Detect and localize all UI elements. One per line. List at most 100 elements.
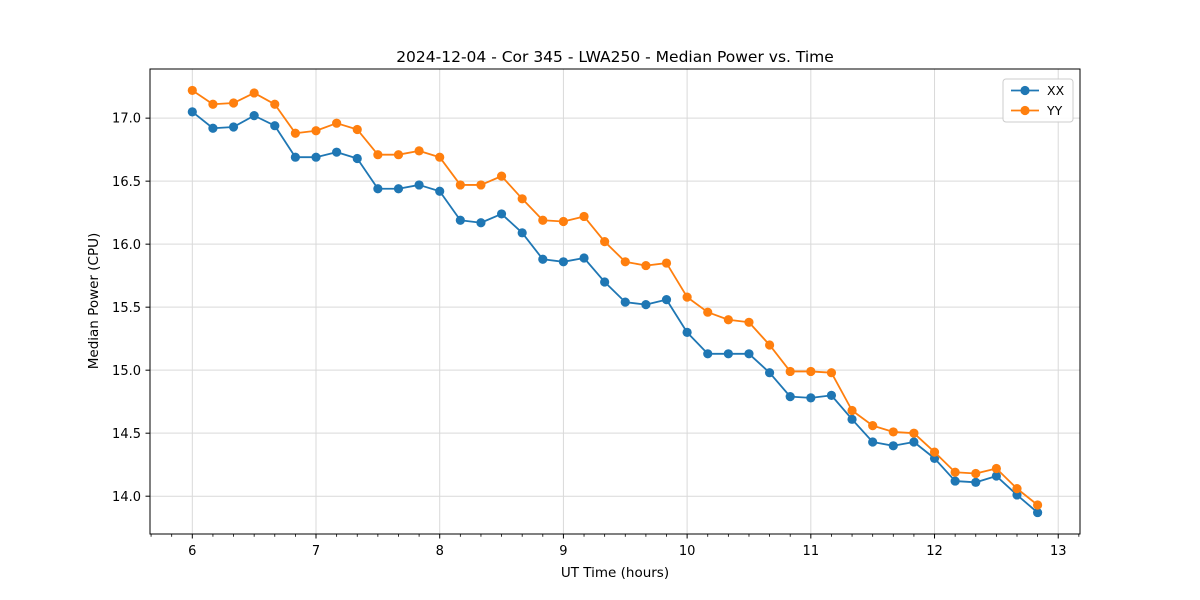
data-point-marker bbox=[332, 147, 342, 157]
data-point-marker bbox=[744, 317, 754, 327]
legend-label: YY bbox=[1046, 103, 1063, 118]
data-point-marker bbox=[352, 153, 362, 164]
data-point-marker bbox=[723, 315, 733, 325]
legend: XX YY bbox=[1002, 78, 1074, 123]
y-tick-label: 15.5 bbox=[112, 301, 141, 316]
data-point-marker bbox=[806, 393, 816, 403]
data-point-marker bbox=[558, 257, 569, 267]
x-tick-label: 9 bbox=[559, 544, 567, 559]
data-point-marker bbox=[579, 253, 589, 263]
data-point-marker bbox=[888, 441, 898, 451]
series-xx bbox=[187, 107, 1043, 518]
data-point-marker bbox=[187, 85, 197, 96]
data-point-marker bbox=[641, 260, 651, 271]
data-point-marker bbox=[352, 124, 362, 135]
data-point-marker bbox=[806, 366, 816, 377]
data-point-marker bbox=[785, 392, 795, 402]
data-point-marker bbox=[270, 121, 280, 131]
data-point-marker bbox=[290, 128, 300, 138]
data-point-marker bbox=[888, 427, 898, 437]
x-axis-label: UT Time (hours) bbox=[561, 565, 669, 581]
data-point-marker bbox=[393, 150, 404, 160]
data-point-marker bbox=[455, 215, 465, 225]
data-point-marker bbox=[249, 88, 259, 98]
data-point-marker bbox=[435, 152, 445, 162]
data-point-marker bbox=[620, 297, 630, 307]
tick-labels: 6 7 8 9 10 11 12 13 14.0 14.5 15.0 15.5 16.0 16.5 17.0 bbox=[112, 112, 1066, 559]
series-yy bbox=[187, 85, 1043, 510]
data-point-marker bbox=[661, 295, 672, 305]
data-point-marker bbox=[991, 463, 1001, 474]
y-tick-label: 16.5 bbox=[112, 175, 141, 190]
data-point-marker bbox=[929, 447, 940, 457]
x-tick-label: 6 bbox=[188, 544, 196, 559]
data-point-marker bbox=[929, 453, 940, 463]
data-point-marker bbox=[579, 211, 589, 222]
data-point-marker bbox=[311, 152, 321, 162]
data-point-marker bbox=[270, 99, 280, 109]
series-line bbox=[191, 111, 1039, 514]
data-point-marker bbox=[558, 216, 569, 227]
data-point-marker bbox=[971, 468, 981, 479]
data-point-marker bbox=[764, 368, 775, 378]
data-point-marker bbox=[826, 390, 837, 400]
data-point-marker bbox=[517, 194, 527, 204]
data-point-marker bbox=[517, 228, 527, 238]
data-point-marker bbox=[971, 477, 981, 487]
data-point-marker bbox=[641, 300, 651, 310]
x-tick-label: 11 bbox=[803, 544, 820, 559]
data-point-marker bbox=[847, 414, 857, 424]
data-point-marker bbox=[950, 467, 960, 477]
y-axis-label: Median Power (CPU) bbox=[86, 233, 102, 369]
data-point-marker bbox=[414, 146, 424, 156]
y-tick-label: 15.0 bbox=[112, 364, 141, 379]
data-point-marker bbox=[373, 150, 383, 160]
x-tick-label: 12 bbox=[926, 544, 943, 559]
data-point-marker bbox=[228, 98, 239, 108]
data-point-marker bbox=[847, 405, 857, 416]
data-point-marker bbox=[414, 180, 424, 190]
data-point-marker bbox=[868, 437, 878, 447]
grid-lines bbox=[150, 69, 1080, 534]
data-point-marker bbox=[1033, 507, 1043, 518]
data-point-marker bbox=[682, 327, 692, 337]
data-point-marker bbox=[723, 349, 733, 359]
data-point-marker bbox=[909, 428, 919, 438]
data-point-marker bbox=[785, 366, 795, 377]
data-point-marker bbox=[393, 184, 404, 194]
y-tick-label: 14.0 bbox=[112, 490, 141, 505]
data-point-marker bbox=[682, 292, 692, 302]
data-point-marker bbox=[228, 122, 239, 132]
chart-title: 2024-12-04 - Cor 345 - LWA250 - Median P… bbox=[396, 48, 834, 66]
data-point-marker bbox=[826, 368, 837, 378]
x-tick-label: 10 bbox=[679, 544, 696, 559]
y-tick-label: 16.0 bbox=[112, 238, 141, 253]
data-series bbox=[187, 85, 1043, 518]
x-tick-label: 13 bbox=[1050, 544, 1067, 559]
data-point-marker bbox=[950, 476, 960, 486]
data-point-marker bbox=[332, 118, 342, 128]
x-tick-label: 8 bbox=[436, 544, 444, 559]
data-point-marker bbox=[476, 218, 486, 228]
data-point-marker bbox=[1033, 500, 1043, 510]
data-point-marker bbox=[249, 111, 259, 121]
data-point-marker bbox=[373, 184, 383, 194]
plot-border bbox=[149, 68, 1081, 535]
data-point-marker bbox=[538, 254, 548, 264]
y-tick-label: 17.0 bbox=[112, 112, 141, 127]
data-point-marker bbox=[290, 152, 300, 162]
data-point-marker bbox=[703, 307, 713, 317]
data-point-marker bbox=[1012, 490, 1022, 500]
data-point-marker bbox=[435, 186, 445, 196]
data-point-marker bbox=[991, 471, 1001, 481]
data-point-marker bbox=[476, 180, 486, 190]
data-point-marker bbox=[208, 99, 218, 109]
data-point-marker bbox=[455, 180, 465, 190]
data-point-marker bbox=[600, 277, 610, 287]
data-point-marker bbox=[600, 237, 610, 247]
data-point-marker bbox=[661, 258, 672, 268]
data-point-marker bbox=[496, 171, 507, 181]
data-point-marker bbox=[703, 349, 713, 359]
